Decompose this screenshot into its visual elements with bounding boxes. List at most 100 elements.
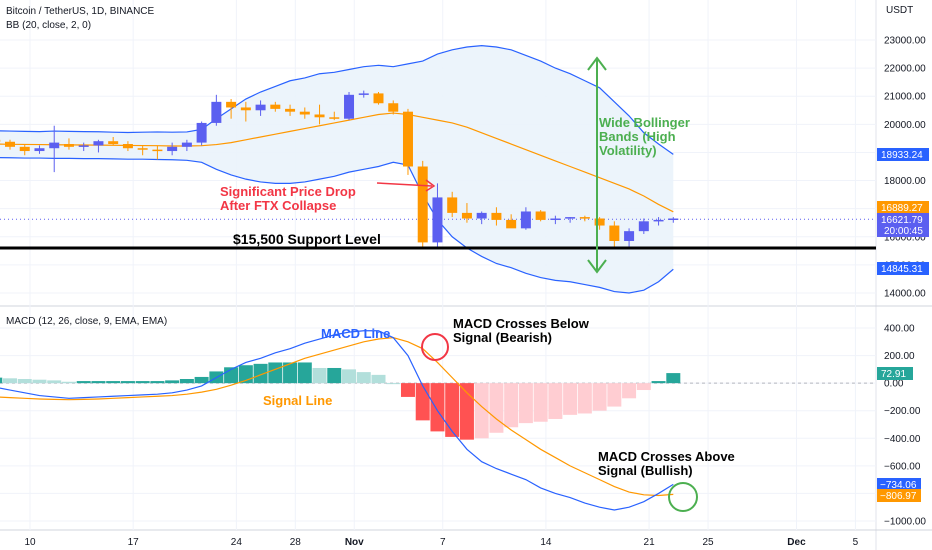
candle-body xyxy=(19,146,30,152)
time-tick-label: 24 xyxy=(231,537,243,548)
price-tick-label: 21000.00 xyxy=(884,92,926,103)
signal-line xyxy=(0,337,674,497)
histogram-bar xyxy=(430,383,445,432)
candle-body xyxy=(624,231,635,241)
time-tick-label: 25 xyxy=(702,537,714,548)
macd-lines xyxy=(0,330,674,511)
candle-body xyxy=(167,146,178,152)
candle-body xyxy=(93,141,104,146)
signal-line-label: Signal Line xyxy=(263,393,332,408)
time-tick-label: 17 xyxy=(128,537,140,548)
candle-body xyxy=(668,218,679,221)
histogram-bar xyxy=(312,367,327,384)
price-tick-label: 18000.00 xyxy=(884,176,926,187)
histogram-bar xyxy=(268,362,283,384)
histogram-bar xyxy=(607,383,622,407)
candle-body xyxy=(461,212,472,219)
histogram-bar xyxy=(489,383,504,433)
candle-body xyxy=(402,111,413,167)
drop-arrow-line xyxy=(376,182,433,187)
bollinger-bands xyxy=(0,45,876,294)
histogram-bar xyxy=(327,367,342,384)
countdown: 20:00:45 xyxy=(884,226,923,237)
candle-body xyxy=(108,141,119,145)
histogram-bar xyxy=(61,381,76,384)
histogram-bar xyxy=(32,379,47,384)
candle-body xyxy=(181,142,192,147)
svg-text:−806.97: −806.97 xyxy=(880,491,917,502)
bb-lower-line xyxy=(0,156,674,294)
bb-label-line1: Wide Bollinger xyxy=(599,115,690,130)
candle-body xyxy=(579,217,590,219)
support-label: $15,500 Support Level xyxy=(233,231,381,247)
histogram-bar xyxy=(518,383,533,424)
candle-body xyxy=(314,114,325,118)
candle-body xyxy=(34,148,45,152)
candle-body xyxy=(122,144,133,149)
histogram-bar xyxy=(400,383,415,397)
histogram-bar xyxy=(253,363,268,384)
candle-body xyxy=(373,93,384,104)
bb-label-line3: Volatility) xyxy=(599,143,657,158)
badge-histogram: 72.91 xyxy=(877,367,913,380)
time-tick-label: 10 xyxy=(24,537,36,548)
candle-body xyxy=(565,217,576,219)
candle-body xyxy=(329,117,340,119)
histogram-bar xyxy=(76,381,91,384)
macd-tick-label: −400.00 xyxy=(884,434,921,445)
histogram-bar xyxy=(356,372,371,384)
histogram-bar xyxy=(504,383,519,428)
candle-body xyxy=(78,145,89,147)
candle-body xyxy=(49,142,60,149)
histogram-bar xyxy=(165,380,180,384)
macd-histogram xyxy=(0,362,681,440)
badge-bb-upper: 18933.24 xyxy=(877,148,929,161)
candle-body xyxy=(63,144,74,147)
time-tick-label: 7 xyxy=(440,537,446,548)
histogram-bar xyxy=(533,383,548,422)
drop-arrow-head xyxy=(425,179,436,192)
histogram-bar xyxy=(3,378,17,384)
histogram-bar xyxy=(548,383,563,419)
macd-line-label: MACD Line xyxy=(321,326,390,341)
candle-body xyxy=(550,218,561,221)
bb-label-line2: Bands (High xyxy=(599,129,676,144)
drop-label-line2: After FTX Collapse xyxy=(220,198,336,213)
bb-width-arrow-top xyxy=(587,56,607,71)
currency-label: USDT xyxy=(886,5,913,16)
bb-width-arrow-bottom xyxy=(587,259,607,274)
macd-tick-label: −600.00 xyxy=(884,461,921,472)
histogram-bar xyxy=(636,383,651,391)
histogram-bar xyxy=(150,381,165,384)
candle-body xyxy=(152,149,163,152)
histogram-bar xyxy=(651,381,666,384)
candle-body xyxy=(299,111,310,115)
bullish-cross-circle xyxy=(668,482,698,512)
macd-indicator-label[interactable]: MACD (12, 26, close, 9, EMA, EMA) xyxy=(6,316,167,327)
time-tick-label: 14 xyxy=(540,537,552,548)
histogram-bar xyxy=(297,362,312,384)
candle-body xyxy=(285,108,296,112)
badge-last-price: 16621.79 20:00:45 xyxy=(877,213,929,237)
bb-fill xyxy=(0,45,674,293)
histogram-bar xyxy=(622,383,637,399)
macd-tick-label: 200.00 xyxy=(884,351,915,362)
histogram-bar xyxy=(371,374,386,384)
price-tick-label: 23000.00 xyxy=(884,36,926,47)
bb-upper-line xyxy=(0,45,674,155)
candle-body xyxy=(358,93,369,95)
histogram-bar xyxy=(592,383,607,411)
candle-body xyxy=(653,219,664,222)
candle-body xyxy=(211,101,222,123)
histogram-bar xyxy=(386,383,401,385)
candle-body xyxy=(240,107,251,111)
histogram-bar xyxy=(342,369,357,384)
bb-indicator-label[interactable]: BB (20, close, 2, 0) xyxy=(6,20,91,31)
price-tick-label: 16000.00 xyxy=(884,232,926,243)
candle-body xyxy=(535,211,546,220)
time-tick-label: Dec xyxy=(787,537,806,548)
svg-text:72.91: 72.91 xyxy=(881,369,906,380)
candles xyxy=(0,90,679,249)
